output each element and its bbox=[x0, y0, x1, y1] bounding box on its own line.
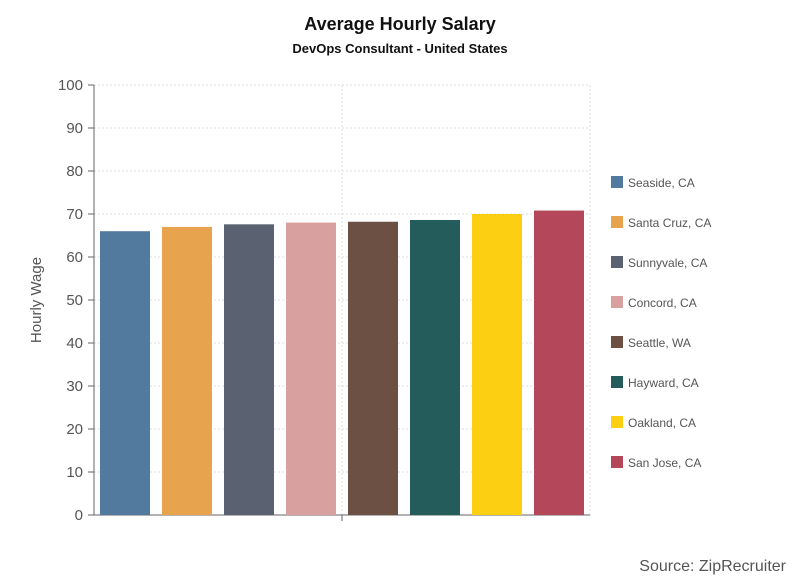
legend-label: Santa Cruz, CA bbox=[628, 216, 711, 230]
chart-title: Average Hourly Salary bbox=[304, 14, 496, 34]
bar bbox=[410, 220, 460, 515]
bar bbox=[472, 214, 522, 515]
legend-swatch bbox=[611, 336, 623, 348]
y-tick-label: 50 bbox=[66, 292, 83, 309]
y-tick-label: 90 bbox=[66, 120, 83, 137]
legend-label: Sunnyvale, CA bbox=[628, 256, 707, 270]
legend-label: Hayward, CA bbox=[628, 376, 699, 390]
y-tick-label: 40 bbox=[66, 335, 83, 352]
y-tick-label: 60 bbox=[66, 249, 83, 266]
y-axis-label: Hourly Wage bbox=[28, 257, 45, 343]
bar bbox=[162, 226, 212, 515]
y-tick-label: 70 bbox=[66, 206, 83, 223]
legend-label: Oakland, CA bbox=[628, 416, 696, 430]
y-tick-label: 80 bbox=[66, 163, 83, 180]
legend-swatch bbox=[611, 176, 623, 188]
bar bbox=[100, 231, 150, 515]
y-tick-label: 10 bbox=[66, 464, 83, 481]
bar bbox=[224, 224, 274, 515]
legend-swatch bbox=[611, 416, 623, 428]
y-tick-label: 100 bbox=[58, 77, 83, 94]
legend-label: San Jose, CA bbox=[628, 456, 701, 470]
y-tick-label: 20 bbox=[66, 421, 83, 438]
source-note: Source: ZipRecruiter bbox=[639, 558, 786, 575]
y-tick-label: 0 bbox=[75, 507, 83, 524]
legend-swatch bbox=[611, 376, 623, 388]
legend-label: Concord, CA bbox=[628, 296, 697, 310]
chart-subtitle: DevOps Consultant - United States bbox=[292, 41, 508, 56]
y-tick-label: 30 bbox=[66, 378, 83, 395]
legend-swatch bbox=[611, 456, 623, 468]
legend-swatch bbox=[611, 296, 623, 308]
legend-swatch bbox=[611, 256, 623, 268]
bar bbox=[534, 210, 584, 515]
legend-label: Seattle, WA bbox=[628, 336, 691, 350]
legend-label: Seaside, CA bbox=[628, 176, 695, 190]
bar bbox=[286, 222, 336, 515]
bar bbox=[348, 221, 398, 516]
legend-swatch bbox=[611, 216, 623, 228]
